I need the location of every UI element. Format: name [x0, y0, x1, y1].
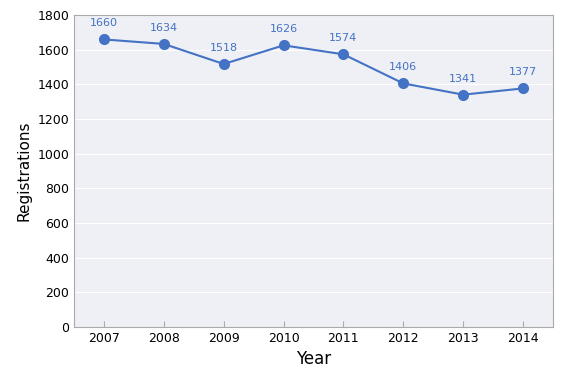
Text: 1406: 1406 — [389, 62, 417, 72]
Text: 1341: 1341 — [449, 74, 477, 84]
X-axis label: Year: Year — [296, 350, 331, 368]
Y-axis label: Registrations: Registrations — [17, 121, 32, 221]
Text: 1660: 1660 — [90, 18, 118, 28]
Text: 1574: 1574 — [329, 33, 357, 43]
Text: 1377: 1377 — [509, 67, 537, 77]
Text: 1626: 1626 — [270, 24, 298, 34]
Text: 1518: 1518 — [210, 43, 238, 53]
Text: 1634: 1634 — [150, 23, 178, 33]
